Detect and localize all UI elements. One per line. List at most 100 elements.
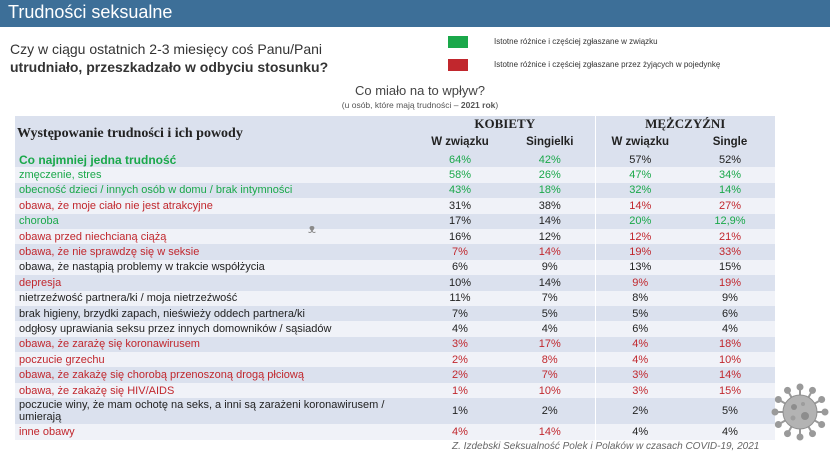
- value-women-partnered: 1%: [415, 398, 505, 425]
- row-label: choroba: [15, 213, 415, 229]
- table-row: zmęczenie, stres 58% 26% 47% 34%: [15, 167, 775, 183]
- virus-spike-tip: [809, 386, 816, 394]
- value-men-partnered: 9%: [595, 275, 685, 291]
- table-row: odgłosy uprawiania seksu przez innych do…: [15, 321, 775, 337]
- row-label: Co najmniej jedna trudność: [15, 152, 415, 168]
- value-men-partnered: 6%: [595, 321, 685, 337]
- virus-spike-tip: [774, 421, 782, 428]
- value-women-single: 5%: [505, 305, 596, 322]
- note-prefix: (u osób, które mają trudności –: [341, 100, 461, 110]
- value-women-partnered: 1%: [415, 382, 505, 399]
- table-subtitle-note: (u osób, które mają trudności – 2021 rok…: [230, 100, 610, 110]
- value-men-single: 5%: [685, 398, 775, 425]
- value-men-single: 34%: [685, 167, 775, 183]
- row-label: obawa, że zakażę się chorobą przenoszoną…: [15, 367, 415, 383]
- legend-text-green: Istotne różnice i częściej zgłaszane w z…: [494, 37, 658, 46]
- value-men-partnered: 4%: [595, 424, 685, 440]
- value-men-partnered: 3%: [595, 382, 685, 399]
- value-men-single: 27%: [685, 198, 775, 214]
- table-row: obecność dzieci / innych osób w domu / b…: [15, 182, 775, 199]
- value-women-single: 2%: [505, 398, 596, 425]
- table-row: obawa, że zakażę się HIV/AIDS 1% 10% 3% 15%: [15, 382, 775, 399]
- value-men-partnered: 8%: [595, 290, 685, 306]
- legend-text-red: Istotne różnice i częściej zgłaszane prz…: [494, 60, 721, 69]
- virus-spike-tip: [809, 430, 816, 438]
- value-men-single: 4%: [685, 424, 775, 440]
- table-subtitle: Co miało na to wpływ?: [354, 83, 486, 98]
- value-men-partnered: 19%: [595, 244, 685, 260]
- row-label: obawa, że moje ciało nie jest atrakcyjne: [15, 198, 415, 214]
- value-men-single: 33%: [685, 244, 775, 260]
- value-women-single: 8%: [505, 352, 596, 368]
- row-label: brak higieny, brzydki zapach, nieświeży …: [15, 305, 415, 322]
- note-year: 2021 rok: [460, 100, 496, 110]
- subheader-men-single: Single: [685, 132, 775, 152]
- table-row: poczucie winy, że mam ochotę na seks, a …: [15, 398, 775, 425]
- value-women-single: 14%: [505, 424, 596, 440]
- virus-spike-tip: [774, 396, 782, 403]
- virus-spike-tip: [784, 386, 791, 394]
- row-label: depresja: [15, 275, 415, 291]
- question-line-1: Czy w ciągu ostatnich 2-3 miesięcy coś P…: [10, 41, 323, 57]
- value-men-single: 18%: [685, 336, 775, 353]
- table-row: poczucie grzechu 2% 8% 4% 10%: [15, 352, 775, 368]
- table-row: choroba 17% 14% 20% 12,9%: [15, 213, 775, 229]
- value-women-single: 10%: [505, 382, 596, 399]
- value-men-single: 21%: [685, 228, 775, 245]
- value-men-single: 19%: [685, 275, 775, 291]
- value-men-partnered: 14%: [595, 198, 685, 214]
- value-women-partnered: 3%: [415, 336, 505, 353]
- table-row: obawa, że nie sprawdzę się w seksie 7% 14%…: [15, 244, 775, 260]
- virus-spike-tip: [784, 430, 791, 438]
- value-men-single: 14%: [685, 182, 775, 199]
- value-women-single: 9%: [505, 259, 596, 276]
- value-women-partnered: 31%: [415, 198, 505, 214]
- value-women-single: 4%: [505, 321, 596, 337]
- value-women-single: 17%: [505, 336, 596, 353]
- table-row: depresja 10% 14% 9% 19%: [15, 275, 775, 291]
- virus-spike-tip: [818, 396, 826, 403]
- value-women-partnered: 6%: [415, 259, 505, 276]
- table-row: brak higieny, brzydki zapach, nieświeży …: [15, 305, 775, 322]
- results-table: Występowanie trudności i ich powody KOBI…: [15, 116, 775, 440]
- value-men-partnered: 12%: [595, 228, 685, 245]
- row-label: poczucie grzechu: [15, 352, 415, 368]
- value-women-single: 12%: [505, 228, 596, 245]
- value-women-single: 7%: [505, 367, 596, 383]
- group-header-men: MĘŻCZYŹNI: [595, 116, 775, 132]
- value-men-single: 15%: [685, 382, 775, 399]
- value-men-single: 4%: [685, 321, 775, 337]
- value-women-partnered: 4%: [415, 321, 505, 337]
- value-men-partnered: 32%: [595, 182, 685, 199]
- subheader-men-partnered: W związku: [595, 132, 685, 152]
- watermark-glyph: ᴥ: [308, 221, 316, 236]
- subheader-women-single: Singielki: [505, 132, 596, 152]
- value-men-partnered: 13%: [595, 259, 685, 276]
- group-header-women: KOBIETY: [415, 116, 596, 132]
- value-women-partnered: 7%: [415, 244, 505, 260]
- value-women-partnered: 10%: [415, 275, 505, 291]
- value-women-partnered: 11%: [415, 290, 505, 306]
- question-line-2: utrudniało, przeszkadzało w odbyciu stos…: [10, 59, 329, 75]
- value-men-partnered: 57%: [595, 152, 685, 168]
- value-men-single: 6%: [685, 305, 775, 322]
- value-women-single: 14%: [505, 275, 596, 291]
- table-row: obawa przed niechcianą ciążą 16% 12% 12% 21%: [15, 228, 775, 245]
- row-label: zmęczenie, stres: [15, 167, 415, 183]
- table-row: obawa, że zakażę się chorobą przenoszoną…: [15, 367, 775, 383]
- value-women-partnered: 17%: [415, 213, 505, 229]
- source-footer: Z. Izdebski Seksualność Polek i Polaków …: [452, 441, 760, 452]
- value-men-single: 12,9%: [685, 213, 775, 229]
- slide-title: Trudności seksualne: [8, 2, 173, 22]
- value-women-partnered: 4%: [415, 424, 505, 440]
- value-women-single: 14%: [505, 213, 596, 229]
- value-women-partnered: 7%: [415, 305, 505, 322]
- value-women-partnered: 43%: [415, 182, 505, 199]
- value-men-partnered: 47%: [595, 167, 685, 183]
- value-men-partnered: 2%: [595, 398, 685, 425]
- row-label: obawa, że zakażę się HIV/AIDS: [15, 382, 415, 399]
- value-men-single: 9%: [685, 290, 775, 306]
- value-women-single: 7%: [505, 290, 596, 306]
- value-men-single: 15%: [685, 259, 775, 276]
- legend-swatch-green: [448, 36, 468, 48]
